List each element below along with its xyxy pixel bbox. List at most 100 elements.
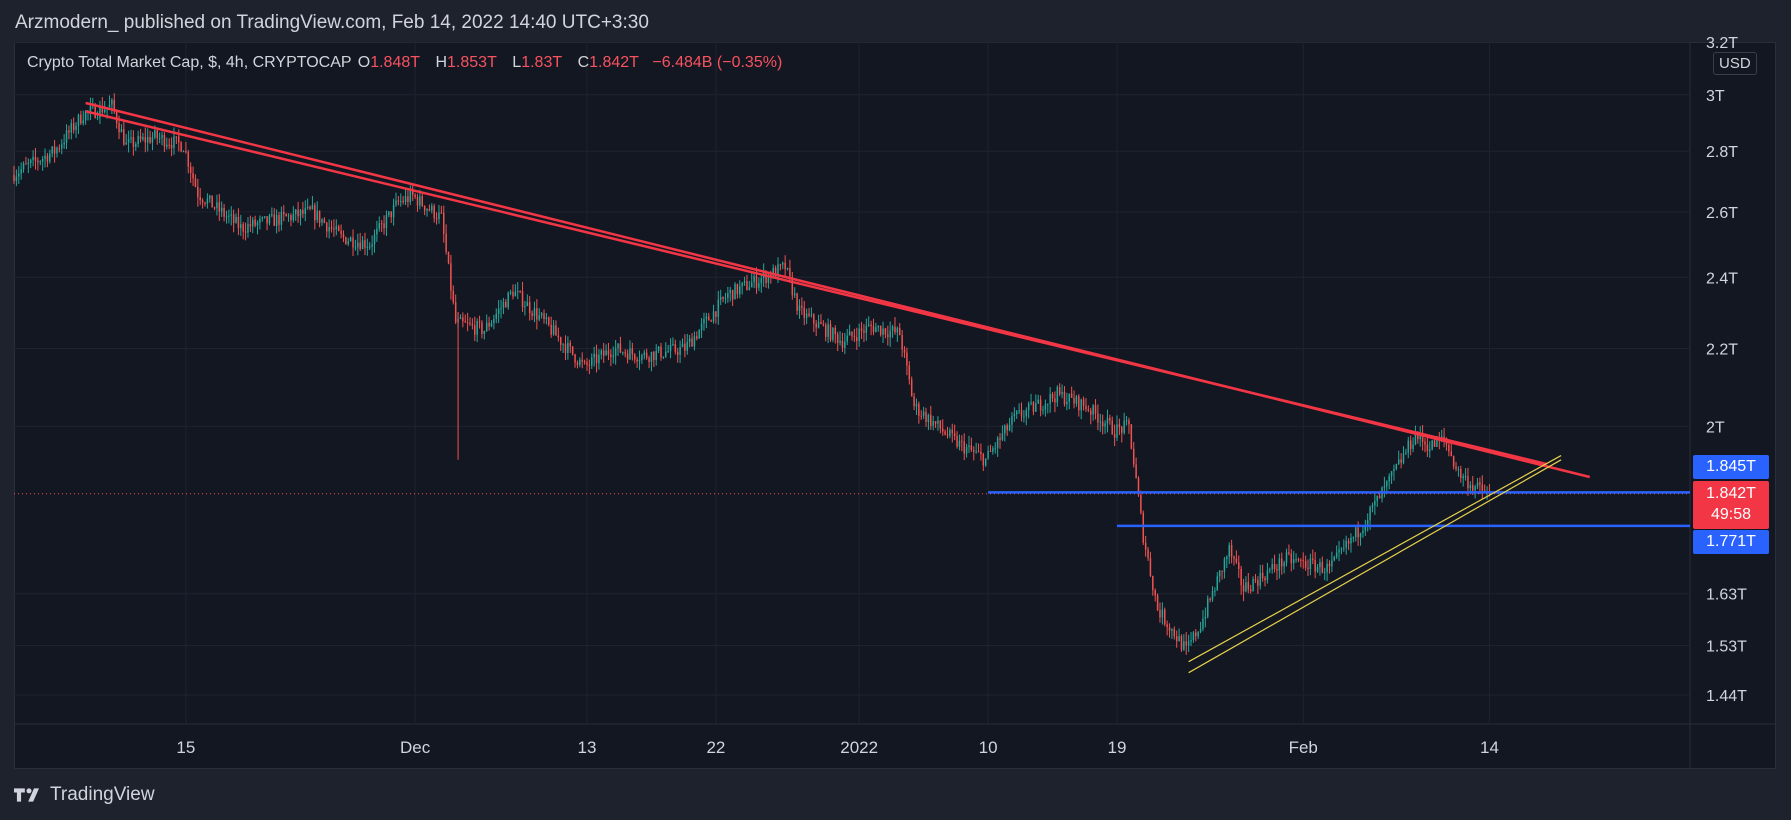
candle-body (853, 335, 856, 338)
candle-body (1015, 411, 1018, 414)
candle-body (779, 264, 782, 266)
currency-badge[interactable]: USD (1713, 52, 1757, 75)
candle-body (407, 196, 409, 202)
candle-body (127, 139, 130, 143)
candle-body (748, 287, 751, 290)
candle-body (588, 365, 591, 367)
candle-body (1357, 527, 1359, 538)
open-value: 1.848T (370, 54, 421, 71)
candle-body (579, 359, 581, 365)
candle-body (464, 321, 466, 323)
candle-body (1011, 415, 1013, 425)
candle-body (304, 208, 307, 214)
candle-body (452, 290, 455, 303)
candle-body (1223, 559, 1226, 572)
candle-body (280, 212, 283, 225)
candle-body (1457, 468, 1460, 470)
candle-body (426, 209, 428, 211)
candle-body (712, 311, 715, 322)
candle-body (559, 337, 562, 345)
chart-frame[interactable] (14, 42, 1776, 769)
candle-body (1462, 476, 1464, 479)
candle-body (1226, 556, 1228, 560)
candle-body (137, 136, 139, 145)
candle-body (111, 99, 113, 105)
candle-body (1116, 424, 1118, 438)
candle-body (958, 440, 961, 447)
candle-body (316, 210, 318, 221)
candle-body (514, 291, 517, 297)
candle-body (314, 205, 316, 221)
candle-body (230, 214, 233, 216)
candle-body (555, 325, 557, 336)
candle-body (944, 431, 946, 435)
candle-body (1283, 562, 1285, 567)
candle-body (870, 324, 872, 326)
candle-body (1187, 641, 1190, 646)
candle-body (1025, 410, 1028, 417)
candle-body (123, 129, 125, 145)
candle-body (1199, 629, 1202, 632)
candle-body (696, 336, 698, 339)
candle-body (710, 320, 712, 322)
candle-body (813, 314, 815, 324)
ohlc-legend: Crypto Total Market Cap, $, 4h, CRYPTOCA… (27, 54, 791, 72)
candle-body (875, 327, 877, 333)
candle-body (999, 437, 1001, 440)
publish-text: Arzmodern_ published on TradingView.com,… (15, 12, 649, 33)
candle-body (490, 323, 493, 327)
candle-body (557, 335, 560, 338)
candle-body (1080, 399, 1082, 411)
candle-body (72, 123, 75, 131)
candle-body (1061, 391, 1063, 395)
candle-body (581, 359, 583, 362)
candle-body (1030, 402, 1032, 404)
candle-body (1109, 417, 1111, 421)
candle-body (466, 322, 469, 324)
candle-body (1402, 453, 1405, 463)
candle-body (481, 322, 483, 334)
candle-body (1259, 572, 1262, 586)
candle-body (708, 316, 710, 321)
candle-body (884, 328, 887, 335)
candle-body (722, 296, 724, 299)
candle-body (758, 283, 760, 288)
candle-body (383, 223, 385, 229)
candle-body (987, 450, 989, 459)
candle-body (1309, 558, 1312, 570)
candle-body (1467, 476, 1469, 489)
candle-body (1147, 549, 1149, 559)
candle-body (361, 240, 364, 249)
candle-body (416, 197, 419, 206)
lower-level-tag: 1.771T (1693, 530, 1769, 554)
candle-body (154, 130, 156, 138)
candle-body (968, 445, 970, 447)
candle-body (380, 223, 383, 225)
x-tick-label: 15 (176, 738, 195, 757)
candle-body (784, 262, 786, 270)
candle-body (294, 209, 297, 215)
candle-body (1300, 559, 1302, 561)
candle-body (259, 218, 261, 223)
candle-body (1137, 478, 1140, 496)
candle-body (158, 137, 161, 139)
candle-body (235, 216, 237, 223)
candle-body (679, 347, 681, 355)
candle-body (206, 198, 209, 204)
trendline (85, 110, 1548, 466)
candle-body (941, 428, 944, 432)
footer-brand[interactable]: TradingView (14, 780, 155, 810)
candle-body (1113, 434, 1116, 438)
candle-body (333, 228, 335, 230)
candle-body (567, 342, 569, 354)
candle-body (1417, 432, 1419, 440)
candle-body (1326, 563, 1328, 573)
candle-body (1242, 585, 1245, 592)
candle-body (1140, 495, 1142, 513)
candle-body (994, 447, 996, 449)
symbol-title: Crypto Total Market Cap, $, 4h, CRYPTOCA… (27, 54, 352, 71)
candle-body (906, 352, 908, 366)
candle-body (691, 338, 693, 347)
candle-body (1331, 560, 1333, 567)
